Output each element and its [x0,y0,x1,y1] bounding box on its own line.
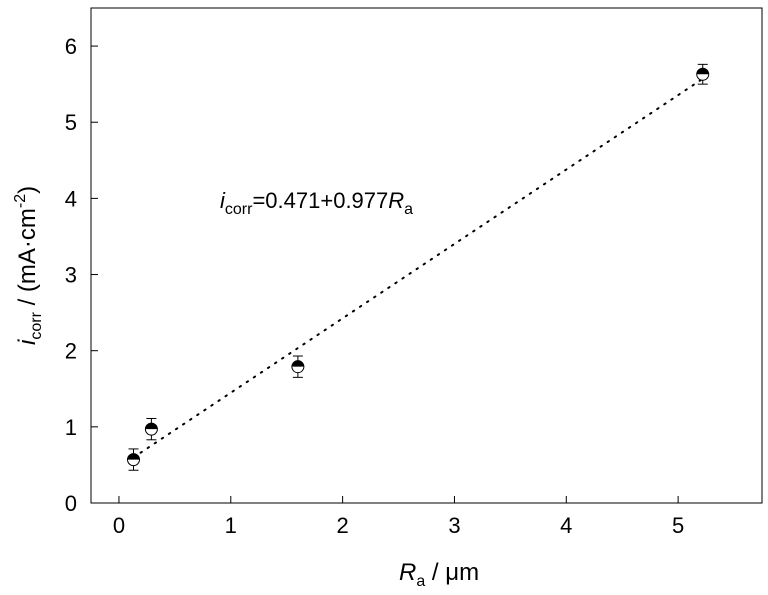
ylabel-main: i [14,339,41,345]
xlabel-main: R [399,559,416,586]
eq-body: =0.471+0.977 [252,188,388,213]
y-tick-label: 5 [65,110,77,135]
ylabel-unit: / (mA·cm [14,208,41,312]
x-tick-label: 3 [448,513,460,538]
data-point [696,63,710,85]
ylabel-sub: corr [28,311,45,339]
y-axis-title: icorr / (mA·cm-2) [12,186,45,345]
eq-var: i [220,188,226,213]
eq-var-sub: corr [225,201,253,218]
y-tick-label: 2 [65,339,77,364]
fit-line-layer [132,77,704,459]
x-tick-label: 4 [560,513,572,538]
x-tick-label: 2 [337,513,349,538]
x-axis-ticks: 0 1 2 3 4 5 [113,496,684,538]
point-marker-fill [127,453,140,460]
x-tick-label: 5 [672,513,684,538]
point-marker-fill [145,423,158,430]
data-point [126,448,140,471]
x-axis-title: Ra / μm [399,559,479,590]
data-points-layer [126,63,710,471]
data-point [144,417,158,441]
eq-xvar: R [388,188,404,213]
fit-line [132,77,704,459]
y-tick-label: 6 [65,34,77,59]
x-tick-label: 1 [225,513,237,538]
fit-equation: icorr=0.471+0.977Ra [220,188,413,218]
y-tick-label: 3 [65,263,77,288]
x-tick-label: 0 [113,513,125,538]
plot-frame [90,7,763,504]
y-axis-ticks: 0 1 2 3 4 5 6 [65,34,98,516]
y-tick-label: 1 [65,415,77,440]
eq-xvar-sub: a [404,201,413,218]
point-marker-fill [696,68,709,75]
point-marker-fill [291,360,304,367]
data-point [291,355,305,378]
ylabel-sup: -2 [12,194,29,208]
y-tick-label: 4 [65,186,77,211]
xlabel-sub: a [416,573,425,590]
ylabel-close: ) [14,186,41,194]
y-tick-label: 0 [65,491,77,516]
xlabel-unit: / μm [425,559,479,586]
